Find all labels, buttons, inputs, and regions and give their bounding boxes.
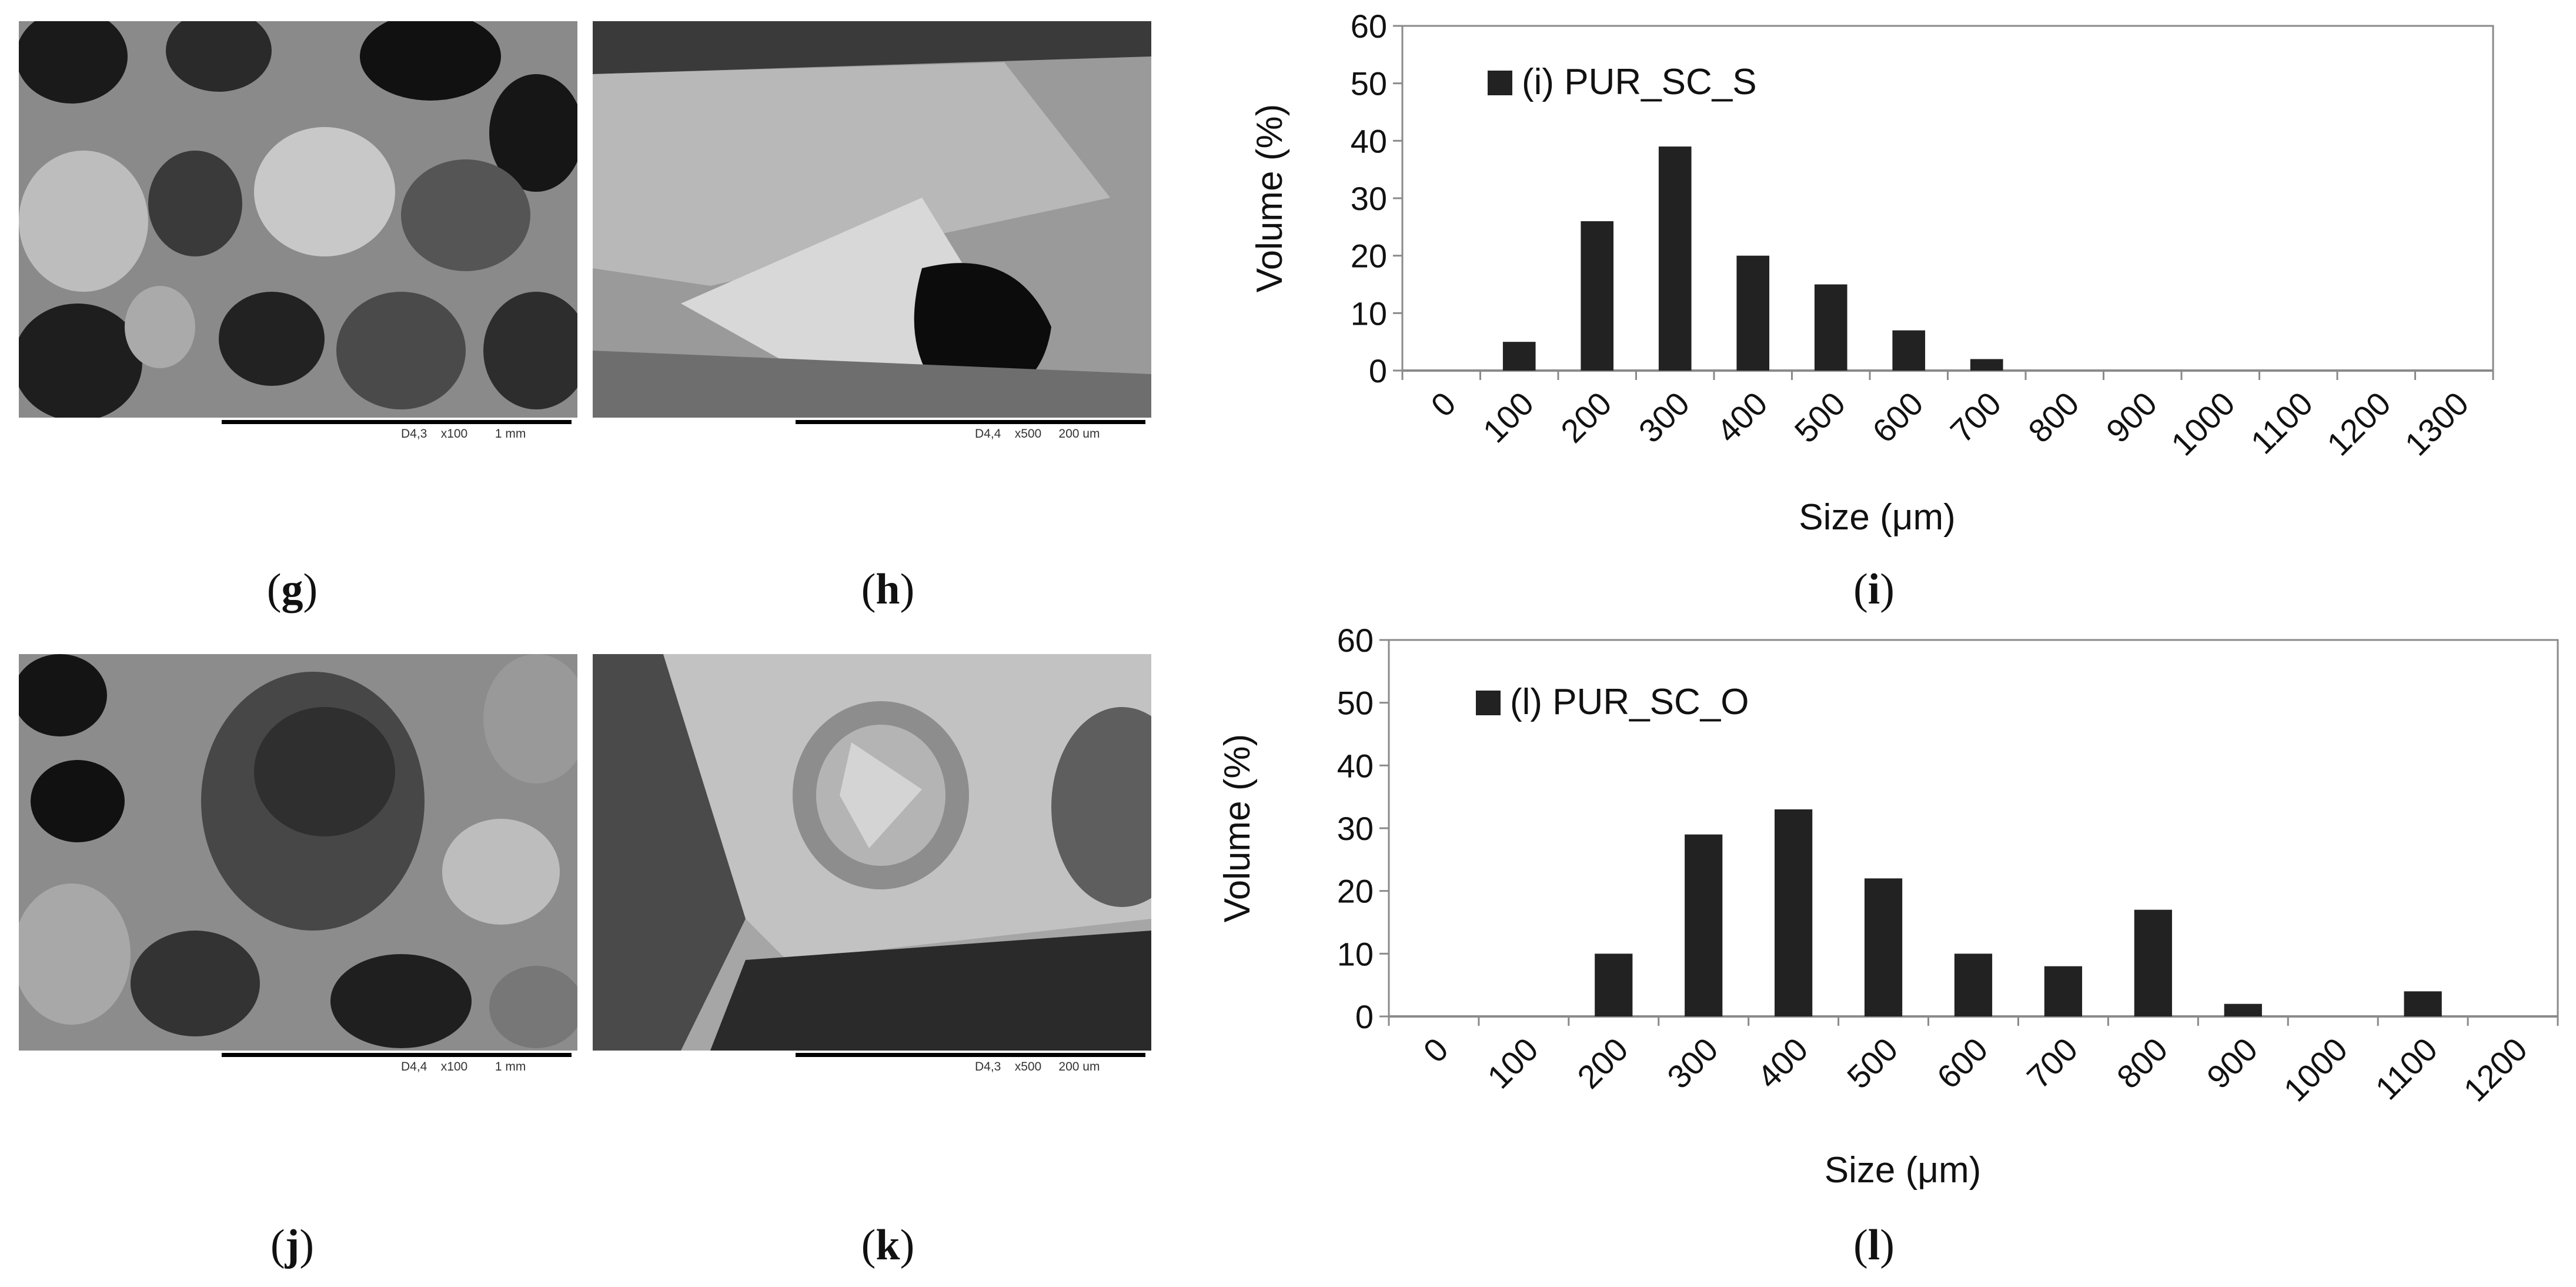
chart-i-y-tick-label: 20 — [1351, 238, 1387, 275]
sem-meta-k: D4,3 x500 200 um — [975, 1060, 1100, 1073]
chart-i-y-axis-label: Volume (%) — [1249, 104, 1290, 292]
chart-i-y-tick-label: 10 — [1351, 295, 1387, 332]
chart-i-bar — [1658, 146, 1692, 371]
caption-i: (i) — [1853, 565, 1895, 614]
chart-l-bar — [2044, 966, 2083, 1016]
chart-i-bar — [1892, 330, 1926, 371]
chart-l-x-axis-label: Size (μm) — [1825, 1150, 1982, 1191]
sem-image-j: D4,4 x100 1 mm — [19, 654, 577, 1076]
chart-i-x-axis-label: Size (μm) — [1799, 497, 1956, 538]
chart-l-bar — [1595, 953, 1633, 1016]
chart-i-y-tick-label: 40 — [1351, 122, 1387, 159]
chart-l-y-tick-label: 50 — [1337, 685, 1374, 722]
chart-l-x-tick-label: 0 — [1416, 1031, 1455, 1070]
chart-l-bar — [1775, 809, 1813, 1016]
chart-i-bar — [1581, 221, 1614, 371]
chart-i-bar — [1814, 284, 1847, 371]
chart-l-y-tick-label: 0 — [1355, 998, 1374, 1035]
chart-l-x-tick-label: 800 — [2110, 1031, 2175, 1096]
chart-l-legend-label: (l) PUR_SC_O — [1510, 682, 1749, 722]
chart-l-x-tick-label: 100 — [1480, 1031, 1545, 1096]
chart-l-bar — [2134, 909, 2172, 1016]
chart-l-y-tick-label: 40 — [1337, 747, 1374, 784]
chart-i-legend-swatch — [1488, 71, 1512, 95]
caption-l: (l) — [1853, 1221, 1895, 1269]
chart-i-y-tick-label: 30 — [1351, 180, 1387, 217]
chart-l-x-tick-label: 1000 — [2277, 1031, 2355, 1109]
chart-l-y-tick-label: 30 — [1337, 810, 1374, 847]
sem-texture-k — [593, 654, 1151, 1051]
sem-image-g: D4,3 x100 1 mm — [19, 21, 577, 444]
chart-l-x-tick-label: 500 — [1840, 1031, 1905, 1096]
caption-k: (k) — [861, 1221, 915, 1269]
sem-texture-h — [593, 21, 1151, 418]
sem-texture-j — [19, 654, 577, 1051]
chart-l-bar — [1954, 953, 1993, 1016]
chart-i-bar — [1502, 342, 1536, 371]
chart-l-bar — [2404, 991, 2442, 1016]
caption-h: (h) — [861, 565, 915, 614]
chart-l-bar — [2224, 1003, 2262, 1016]
chart-l-y-axis-label: Volume (%) — [1217, 734, 1258, 922]
chart-l-x-tick-label: 900 — [2200, 1031, 2265, 1096]
chart-i-y-tick-label: 50 — [1351, 65, 1387, 102]
chart-i-y-tick-label: 60 — [1351, 8, 1387, 45]
chart-l-x-tick-label: 400 — [1750, 1031, 1815, 1096]
chart-l-y-tick-label: 20 — [1337, 873, 1374, 910]
chart-l-bar — [1685, 834, 1723, 1016]
chart-l-bar — [1864, 878, 1903, 1016]
chart-i-legend-label: (i) PUR_SC_S — [1522, 62, 1757, 102]
sem-meta-j: D4,4 x100 1 mm — [401, 1060, 526, 1073]
sem-image-k: D4,3 x500 200 um — [593, 654, 1151, 1076]
caption-j: (j) — [270, 1221, 314, 1269]
chart-l-y-tick-label: 60 — [1337, 622, 1374, 659]
chart-i-bar — [1736, 255, 1770, 371]
caption-g: (g) — [266, 565, 318, 614]
chart-l-x-tick-label: 300 — [1660, 1031, 1725, 1096]
chart-l-y-tick-label: 10 — [1337, 935, 1374, 972]
chart-l-x-tick-label: 1100 — [2368, 1031, 2444, 1107]
chart-l-x-tick-label: 600 — [1930, 1031, 1995, 1096]
chart-i-y-tick-label: 0 — [1369, 352, 1387, 389]
chart-l-x-tick-label: 700 — [2020, 1031, 2085, 1096]
chart-l-legend-swatch — [1476, 691, 1501, 715]
sem-meta-g: D4,3 x100 1 mm — [401, 427, 526, 441]
chart-i-bar — [1970, 359, 2003, 371]
sem-image-h: D4,4 x500 200 um — [593, 21, 1151, 444]
sem-texture-g — [19, 21, 577, 418]
chart-l-x-tick-label: 1200 — [2456, 1031, 2534, 1109]
chart-l-x-tick-label: 200 — [1570, 1031, 1635, 1096]
sem-meta-h: D4,4 x500 200 um — [975, 427, 1100, 441]
